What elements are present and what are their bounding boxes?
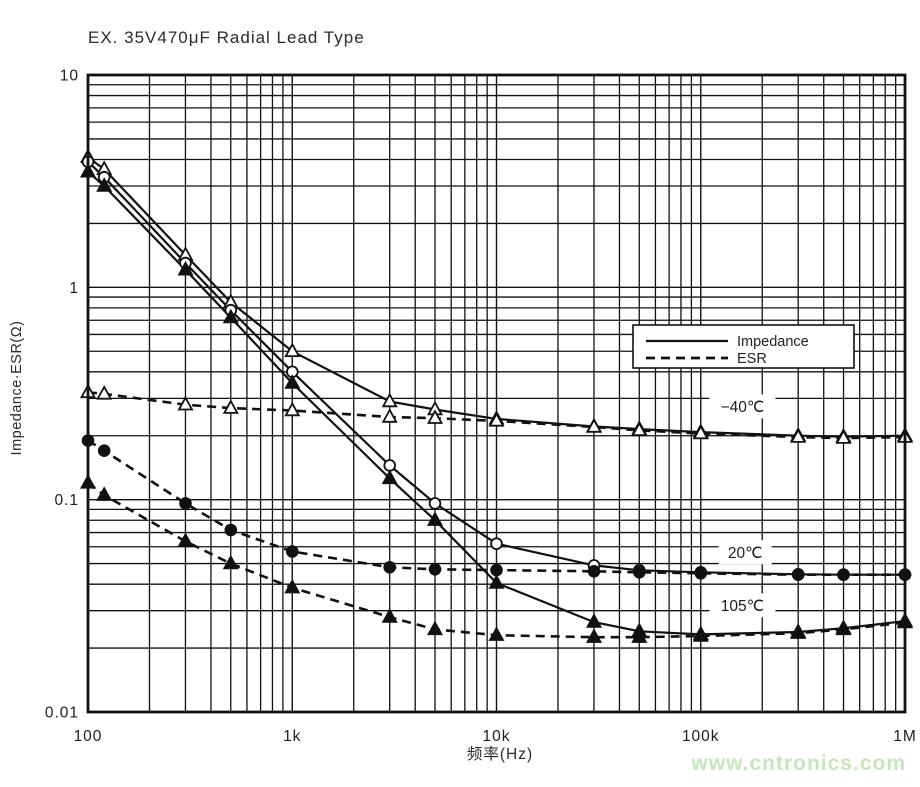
- circle-filled-marker: [837, 568, 850, 581]
- series-line: [87, 161, 905, 576]
- triangle-open-marker: [488, 412, 505, 427]
- triangle-filled-marker: [790, 624, 807, 639]
- circle-filled-marker: [224, 523, 238, 537]
- triangle-open-marker: [96, 385, 113, 400]
- circle-filled-marker: [179, 497, 192, 510]
- temperature-label: 20℃: [728, 545, 763, 562]
- circle-filled-marker: [694, 566, 708, 580]
- annotation-bg: [709, 394, 776, 419]
- x-tick-label: 1k: [283, 728, 301, 745]
- triangle-filled-marker: [96, 486, 113, 501]
- series-line: [87, 170, 906, 636]
- series-line: [87, 391, 906, 440]
- triangle-open-marker: [835, 429, 852, 444]
- circle-filled-marker: [383, 560, 397, 574]
- circle-open-marker: [428, 497, 442, 510]
- y-tick-label: 10: [60, 68, 79, 85]
- chart-title: EX. 35V470μF Radial Lead Type: [88, 28, 365, 47]
- triangle-filled-marker: [585, 628, 603, 643]
- triangle-open-marker: [426, 409, 444, 424]
- x-tick-label: 100: [74, 728, 103, 745]
- grid: [87, 74, 906, 713]
- circle-filled-marker: [490, 563, 503, 577]
- y-tick-label: 0.1: [54, 492, 79, 509]
- triangle-filled-marker: [488, 574, 505, 589]
- triangle-filled-marker: [426, 511, 444, 526]
- triangle-filled-marker: [284, 374, 301, 389]
- triangle-filled-marker: [177, 260, 194, 276]
- triangle-open-marker: [222, 399, 239, 414]
- triangle-filled-marker: [381, 608, 398, 623]
- triangle-filled-marker: [177, 532, 194, 547]
- triangle-open-marker: [631, 421, 648, 437]
- triangle-filled-marker: [835, 620, 852, 636]
- triangle-open-marker: [177, 395, 194, 411]
- triangle-filled-marker: [692, 627, 709, 642]
- triangle-filled-marker: [222, 554, 239, 570]
- axis-tick-labels: 100 1k 10k 100k 1M 10 1 0.1 0.01: [45, 68, 917, 746]
- circle-filled-marker: [632, 565, 646, 579]
- triangle-filled-marker: [585, 613, 603, 628]
- y-axis-title: Impedance·ESR(Ω): [9, 320, 25, 456]
- circle-filled-marker: [587, 564, 601, 578]
- triangle-open-marker: [284, 401, 301, 417]
- x-tick-label: 10k: [483, 728, 511, 745]
- triangle-open-marker: [284, 342, 301, 357]
- circle-open-marker: [383, 459, 397, 472]
- series-markers: [79, 148, 914, 643]
- circle-filled-marker: [428, 562, 442, 576]
- triangle-open-marker: [692, 424, 709, 440]
- x-tick-label: 1M: [893, 728, 917, 745]
- legend-label: ESR: [737, 351, 767, 367]
- legend-box: [632, 324, 855, 369]
- circle-filled-marker: [285, 545, 299, 558]
- triangle-open-marker: [790, 428, 807, 443]
- series-line: [87, 481, 906, 639]
- x-axis-title: 频率(Hz): [466, 746, 534, 763]
- triangle-filled-marker: [381, 469, 398, 485]
- triangle-filled-marker: [96, 177, 113, 192]
- circle-filled-marker: [791, 568, 805, 581]
- circle-filled-marker: [97, 444, 111, 458]
- circle-open-marker: [490, 537, 503, 550]
- series-line: [87, 156, 906, 438]
- x-tick-label: 100k: [682, 728, 720, 745]
- triangle-filled-marker: [284, 578, 301, 594]
- annotations: −40℃ 20℃ 105℃: [709, 394, 776, 618]
- legend-label: Impedance: [737, 334, 809, 350]
- plot-frame: [86, 73, 907, 714]
- triangle-filled-marker: [426, 620, 444, 636]
- watermark: www.cntronics.com: [691, 752, 906, 775]
- triangle-filled-marker: [631, 628, 648, 643]
- triangle-filled-marker: [222, 308, 239, 324]
- annotation-bg: [709, 593, 776, 618]
- series-lines: [87, 156, 906, 639]
- y-tick-label: 1: [69, 280, 79, 297]
- temperature-label: 105℃: [721, 598, 764, 615]
- triangle-filled-marker: [488, 626, 505, 641]
- temperature-label: −40℃: [721, 399, 765, 416]
- triangle-open-marker: [585, 418, 603, 433]
- triangle-open-marker: [381, 392, 398, 408]
- triangle-open-marker: [381, 408, 398, 423]
- y-tick-label: 0.01: [45, 705, 79, 722]
- annotation-bg: [718, 540, 772, 565]
